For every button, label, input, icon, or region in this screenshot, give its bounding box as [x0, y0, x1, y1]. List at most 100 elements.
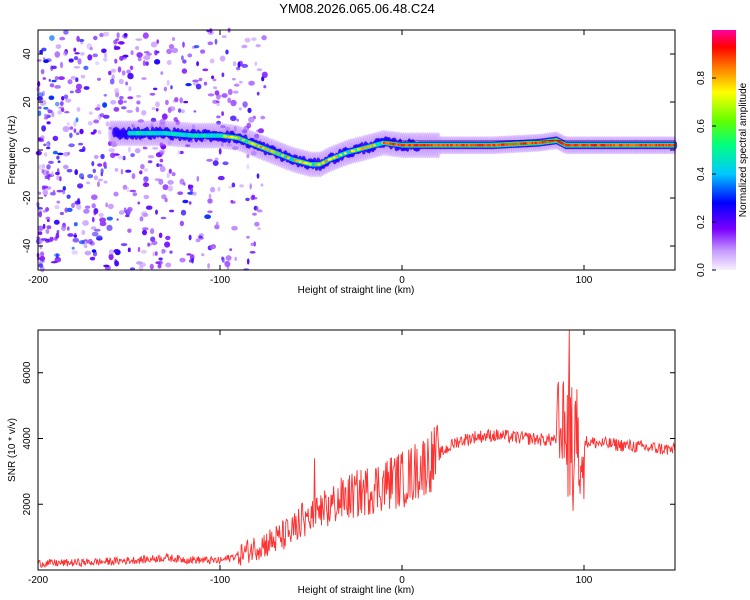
noise-blob — [89, 47, 93, 51]
noise-blob — [155, 108, 159, 112]
noise-blob — [156, 50, 160, 54]
noise-blob — [77, 183, 84, 189]
ridge-core — [234, 136, 238, 139]
noise-blob — [151, 107, 156, 110]
noise-blob — [62, 186, 66, 191]
ridge-core — [241, 138, 245, 142]
noise-blob — [122, 184, 128, 190]
noise-blob — [135, 106, 140, 113]
noise-blob — [227, 97, 232, 104]
noise-blob — [236, 118, 240, 122]
noise-blob — [55, 171, 60, 176]
noise-blob — [261, 71, 268, 79]
noise-blob — [46, 143, 49, 147]
noise-blob — [83, 65, 89, 70]
noise-blob — [188, 201, 192, 205]
noise-blob — [73, 222, 78, 227]
noise-blob — [244, 37, 251, 43]
noise-blob — [246, 258, 250, 265]
noise-blob — [38, 106, 42, 110]
noise-blob — [110, 68, 117, 73]
noise-blob — [84, 205, 91, 209]
noise-blob — [49, 83, 55, 88]
noise-blob — [52, 189, 56, 196]
noise-blob — [108, 148, 115, 153]
noise-blob — [92, 217, 95, 223]
noise-blob — [75, 88, 82, 94]
noise-blob — [103, 114, 110, 119]
noise-blob — [147, 242, 151, 247]
noise-blob — [46, 121, 51, 125]
noise-blob — [150, 228, 155, 235]
noise-blob — [73, 66, 81, 69]
noise-blob — [179, 220, 184, 227]
noise-blob — [93, 35, 98, 41]
noise-blob — [207, 93, 215, 97]
noise-blob — [106, 216, 113, 221]
noise-blob — [216, 221, 219, 226]
noise-blob — [113, 44, 117, 51]
noise-blob — [79, 128, 84, 135]
noise-blob — [102, 102, 108, 108]
ridge-core — [356, 148, 360, 151]
noise-blob — [92, 53, 98, 58]
noise-blob — [150, 41, 158, 48]
colorbar-tick-label: 0.2 — [696, 215, 707, 229]
noise-blob — [125, 81, 128, 86]
noise-blob — [151, 240, 158, 246]
noise-blob — [126, 109, 134, 113]
y-tick-label: 2000 — [22, 493, 33, 516]
noise-blob — [104, 52, 108, 58]
noise-blob — [140, 164, 145, 170]
noise-blob — [83, 86, 90, 90]
noise-blob — [252, 212, 257, 216]
noise-blob — [67, 233, 74, 237]
ridge-core — [231, 136, 235, 139]
noise-blob — [260, 183, 264, 187]
noise-blob — [171, 37, 176, 41]
noise-blob — [127, 146, 131, 153]
noise-blob — [49, 236, 54, 242]
noise-blob — [246, 164, 250, 170]
noise-blob — [56, 253, 59, 259]
noise-blob — [181, 68, 188, 74]
noise-blob — [132, 192, 138, 197]
noise-blob — [52, 150, 59, 155]
ridge-core — [237, 137, 241, 140]
noise-blob — [139, 170, 143, 175]
noise-blob — [41, 125, 46, 132]
noise-blob — [142, 56, 150, 60]
noise-blob — [77, 198, 81, 205]
noise-blob — [185, 83, 192, 87]
noise-blob — [135, 46, 140, 50]
noise-blob — [245, 197, 250, 202]
noise-blob — [263, 85, 267, 89]
noise-blob — [166, 48, 173, 55]
noise-blob — [143, 179, 147, 183]
noise-blob — [51, 65, 57, 70]
noise-blob — [108, 253, 114, 261]
noise-blob — [99, 217, 106, 223]
noise-blob — [106, 224, 113, 231]
ridge-core — [281, 154, 285, 157]
noise-blob — [78, 38, 85, 42]
noise-blob — [114, 168, 119, 172]
noise-blob — [37, 138, 45, 143]
noise-blob — [103, 57, 108, 62]
colorbar-label: Normalized spectral amplitude — [738, 82, 749, 217]
noise-blob — [57, 160, 61, 163]
noise-blob — [197, 235, 203, 239]
noise-blob — [59, 176, 62, 182]
noise-blob — [136, 52, 143, 58]
noise-blob — [78, 240, 86, 245]
noise-blob — [61, 96, 65, 101]
noise-blob — [69, 132, 73, 138]
noise-blob — [237, 61, 241, 68]
noise-blob — [251, 37, 257, 41]
noise-blob — [76, 203, 82, 210]
noise-blob — [168, 168, 172, 174]
noise-blob — [62, 50, 68, 57]
noise-blob — [41, 168, 45, 174]
noise-blob — [51, 171, 54, 177]
noise-blob — [73, 234, 78, 238]
